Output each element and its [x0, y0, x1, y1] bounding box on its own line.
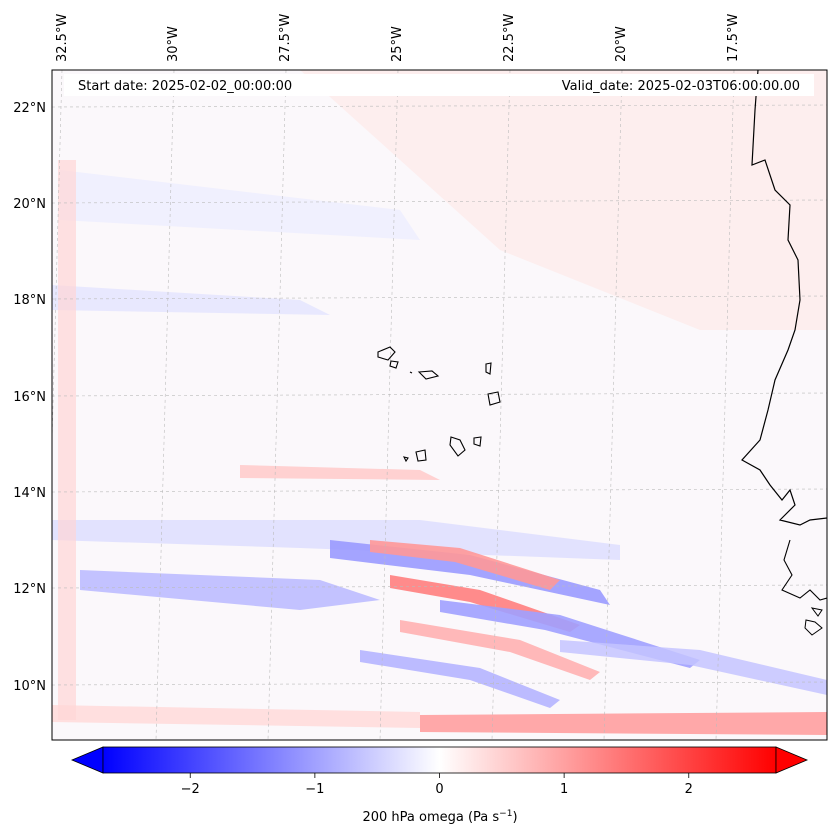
- lat-label: 12°N: [13, 582, 46, 597]
- cape-verde-islands: [377, 346, 501, 463]
- lat-label: 16°N: [13, 390, 46, 405]
- longitude-labels: 32.5°W 30°W 27.5°W 25°W 22.5°W 20°W 17.5…: [55, 14, 741, 62]
- colorbar: −2 −1 0 1 2 200 hPa omega (Pa s−1): [70, 746, 809, 825]
- colorbar-low-extend: [70, 746, 104, 774]
- lon-label: 22.5°W: [502, 14, 517, 62]
- lon-label: 25°W: [390, 26, 405, 62]
- colorbar-label: 200 hPa omega (Pa s−1): [362, 809, 517, 825]
- omega-field: [52, 70, 827, 740]
- lat-label: 20°N: [13, 197, 46, 212]
- colorbar-tick-label: 0: [435, 782, 443, 797]
- colorbar-tick-label: 1: [560, 782, 568, 797]
- colorbar-gradient: [102, 746, 777, 774]
- lat-label: 22°N: [13, 101, 46, 116]
- lat-label: 14°N: [13, 486, 46, 501]
- lon-label: 32.5°W: [55, 14, 70, 62]
- lon-label: 20°W: [614, 26, 629, 62]
- coastline-africa: [741, 70, 827, 526]
- start-date-label: Start date: 2025-02-02_00:00:00: [78, 79, 292, 94]
- colorbar-high-extend: [775, 746, 809, 774]
- lon-label: 27.5°W: [278, 14, 293, 62]
- colorbar-tick-label: −2: [181, 782, 200, 797]
- lat-label: 10°N: [13, 679, 46, 694]
- lon-label: 30°W: [166, 26, 181, 62]
- date-info-box: [64, 74, 814, 96]
- map-frame: [51, 69, 828, 741]
- colorbar-tick-label: −1: [305, 782, 324, 797]
- colorbar-tick-label: 2: [685, 782, 693, 797]
- latitude-labels: 22°N 20°N 18°N 16°N 14°N 12°N 10°N: [13, 101, 46, 694]
- valid-date-label: Valid_date: 2025-02-03T06:00:00.00: [562, 79, 800, 94]
- lat-label: 18°N: [13, 293, 46, 308]
- lon-label: 17.5°W: [726, 14, 741, 62]
